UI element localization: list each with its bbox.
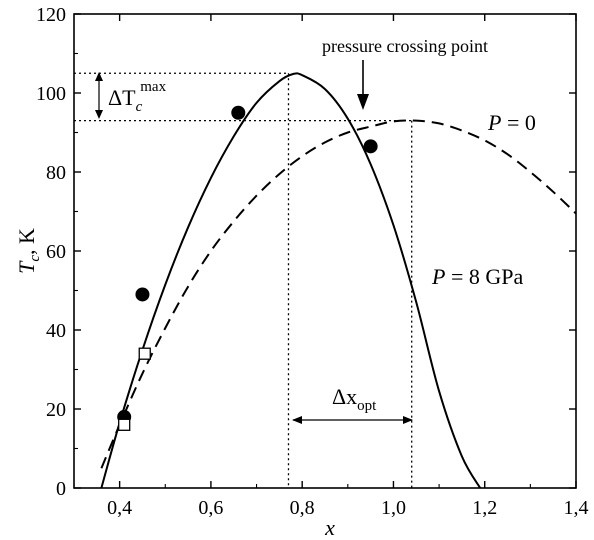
x-tick-label: 1,4 [564, 497, 589, 519]
y-tick-label: 40 [46, 320, 66, 342]
data-point-filled [231, 105, 246, 120]
y-tick-label: 100 [36, 83, 66, 105]
data-point-open [138, 347, 151, 360]
y-axis-title-main: T [14, 260, 39, 274]
series-group [100, 72, 577, 489]
y-tick-label: 80 [46, 162, 66, 184]
crossing-point-label: pressure crossing point [322, 36, 488, 56]
delta-tc-label: ΔTcmax [108, 79, 167, 115]
x-tick-label: 1,0 [381, 497, 406, 519]
series-label-p0: P = 0 [487, 110, 536, 135]
y-tick-label: 20 [46, 399, 66, 421]
data-point-filled [135, 287, 150, 302]
x-tick-label: 0,6 [198, 497, 223, 519]
x-tick-label: 1,2 [472, 497, 497, 519]
y-tick-label: 60 [46, 241, 66, 263]
reference-lines [74, 72, 413, 488]
axis-ticks: 0,4 0,6 0,8 1,0 1,2 1,4 0 20 40 60 80 100 120 [36, 4, 589, 519]
y-axis-title-sub: c [27, 255, 43, 262]
marker-group [117, 105, 378, 431]
series-line-p8 [100, 72, 482, 489]
delta-xopt-label: Δxopt [332, 384, 377, 414]
delta-xopt-annotation: Δxopt [292, 384, 413, 424]
x-tick-label: 0,4 [107, 497, 132, 519]
crossing-arrow [357, 60, 369, 110]
series-line-p0 [100, 119, 577, 469]
x-tick-label: 0,8 [290, 497, 315, 519]
svg-text:Tc, K: Tc, K [14, 228, 43, 274]
y-axis-title: Tc, K [14, 228, 43, 274]
y-axis-title-unit: , K [14, 228, 39, 255]
data-point-filled [363, 139, 378, 154]
y-tick-label: 0 [56, 478, 66, 500]
y-tick-label: 120 [36, 4, 66, 26]
series-label-p8: P = 8 GPa [431, 264, 523, 289]
data-point-open [118, 418, 131, 431]
delta-tc-annotation: ΔTcmax [95, 72, 167, 119]
x-axis-title: x [324, 515, 335, 540]
